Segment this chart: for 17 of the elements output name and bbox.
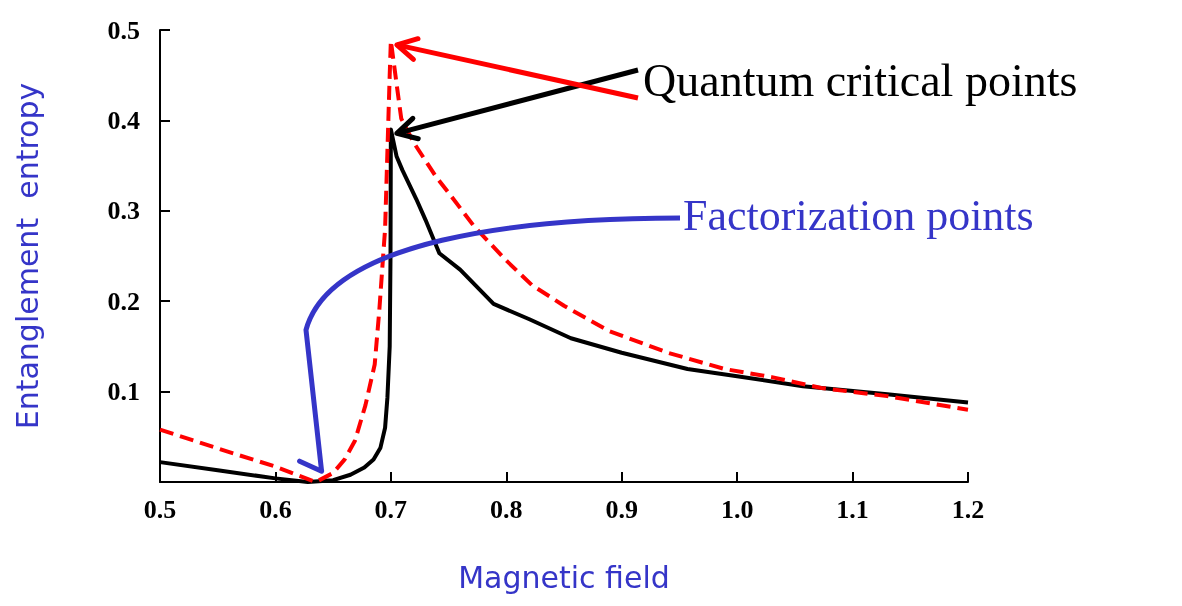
x-tick-label: 1.1 <box>836 494 869 524</box>
x-tick-label: 0.8 <box>490 494 523 524</box>
x-tick-label: 0.6 <box>259 494 292 524</box>
x-tick-label: 0.9 <box>605 494 638 524</box>
x-tick-label: 0.7 <box>374 494 408 524</box>
x-tick-label: 1.0 <box>720 494 754 524</box>
y-tick-label: 0.2 <box>107 286 140 316</box>
x-tick-label: 0.5 <box>143 494 177 524</box>
y-tick-label: 0.1 <box>107 377 140 407</box>
annotation: Quantum critical points <box>643 55 1078 106</box>
x-tick-label: 1.2 <box>951 494 985 524</box>
x-axis-title: Magnetic field <box>458 559 670 595</box>
y-tick-label: 0.5 <box>107 15 140 45</box>
annotation: Factorization points <box>683 191 1034 240</box>
y-tick-label: 0.3 <box>107 196 140 226</box>
y-tick-label: 0.4 <box>107 105 140 135</box>
y-axis-title: Entanglement entropy <box>9 82 45 430</box>
